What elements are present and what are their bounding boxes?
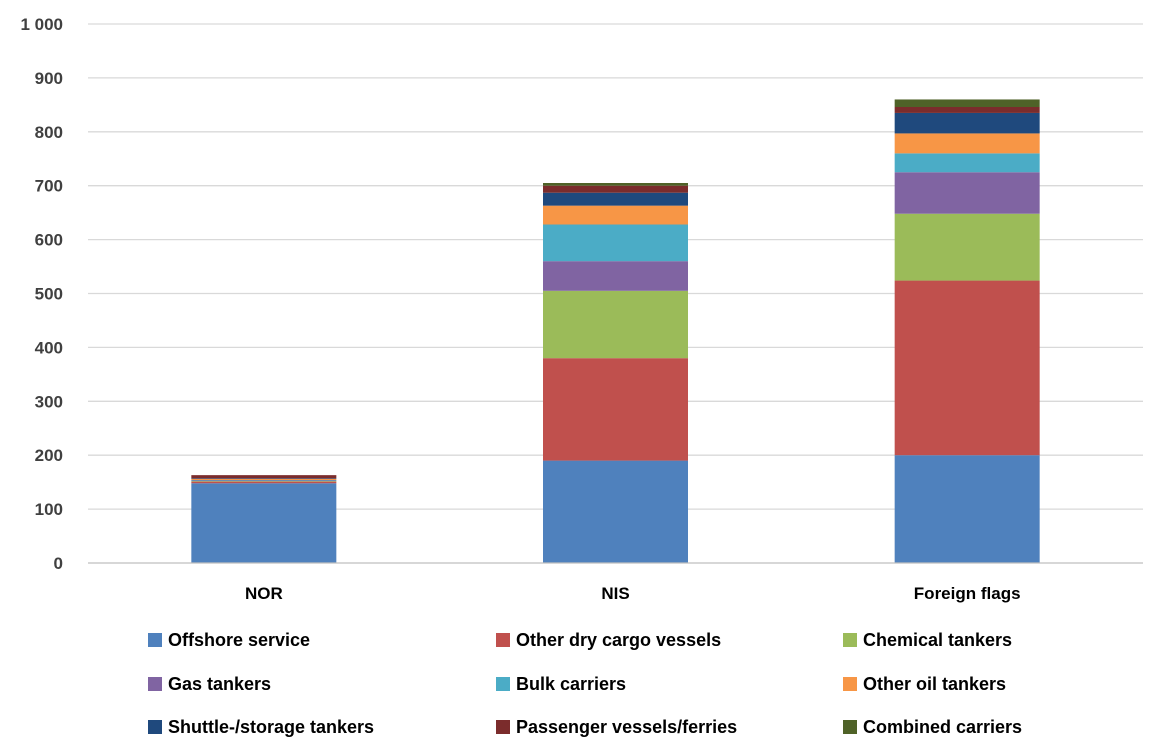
bar-segment (543, 460, 688, 563)
y-tick-label: 500 (35, 285, 63, 304)
legend-label: Offshore service (168, 630, 310, 650)
x-category-label: Foreign flags (914, 584, 1021, 603)
bar-segment (191, 480, 337, 482)
bar-segment (543, 185, 688, 193)
legend-swatch (496, 633, 510, 647)
legend-swatch (496, 720, 510, 734)
legend-swatch (843, 633, 857, 647)
bar-segment (894, 133, 1040, 154)
bar-segment (191, 479, 337, 481)
legend-swatch (148, 677, 162, 691)
legend-label: Other dry cargo vessels (516, 630, 721, 650)
legend-label: Shuttle-/storage tankers (168, 717, 374, 737)
bar-segment (543, 183, 688, 186)
y-axis-tick-labels: 0 100 200 300 400 500 600 700 800 900 1 000 (20, 15, 63, 573)
legend-label: Gas tankers (168, 674, 271, 694)
bar-segment (191, 475, 337, 479)
bar-segment (191, 481, 337, 484)
legend-label: Bulk carriers (516, 674, 626, 694)
legend-label: Chemical tankers (863, 630, 1012, 650)
y-tick-label: 800 (35, 123, 63, 142)
bar-segment (894, 112, 1040, 134)
y-tick-label: 400 (35, 338, 63, 357)
legend-label: Passenger vessels/ferries (516, 717, 737, 737)
bar-segment (543, 358, 688, 461)
legend-swatch (148, 720, 162, 734)
bar-segment (894, 172, 1040, 214)
legend-swatch (148, 633, 162, 647)
y-tick-label: 100 (35, 500, 63, 519)
legend-swatch (843, 677, 857, 691)
bars (191, 99, 1040, 563)
y-tick-label: 200 (35, 446, 63, 465)
bar-segment (894, 455, 1040, 563)
x-category-label: NOR (245, 584, 283, 603)
bar-segment (894, 280, 1040, 456)
bar-segment (543, 261, 688, 291)
legend-swatch (843, 720, 857, 734)
bar-segment (894, 213, 1040, 281)
bar-segment (894, 99, 1040, 108)
x-category-label: NIS (601, 584, 629, 603)
legend-label: Other oil tankers (863, 674, 1006, 694)
bar-segment (191, 481, 337, 482)
y-tick-label: 0 (54, 554, 63, 573)
bar-segment (543, 192, 688, 206)
bar-segment (543, 224, 688, 262)
legend: Offshore service Other dry cargo vessels C… (148, 630, 1022, 737)
y-tick-label: 700 (35, 177, 63, 196)
bar-segment (894, 153, 1040, 173)
y-tick-label: 1 000 (20, 15, 63, 34)
y-tick-label: 600 (35, 231, 63, 250)
bar-segment (191, 478, 337, 479)
legend-label: Combined carriers (863, 717, 1022, 737)
y-tick-label: 300 (35, 392, 63, 411)
bar-segment (543, 290, 688, 359)
bar-segment (191, 483, 337, 563)
bar-segment (191, 478, 337, 480)
y-tick-label: 900 (35, 69, 63, 88)
bar-segment (894, 107, 1040, 113)
legend-swatch (496, 677, 510, 691)
x-axis-category-labels: NOR NIS Foreign flags (245, 584, 1021, 603)
bar-segment (543, 205, 688, 225)
